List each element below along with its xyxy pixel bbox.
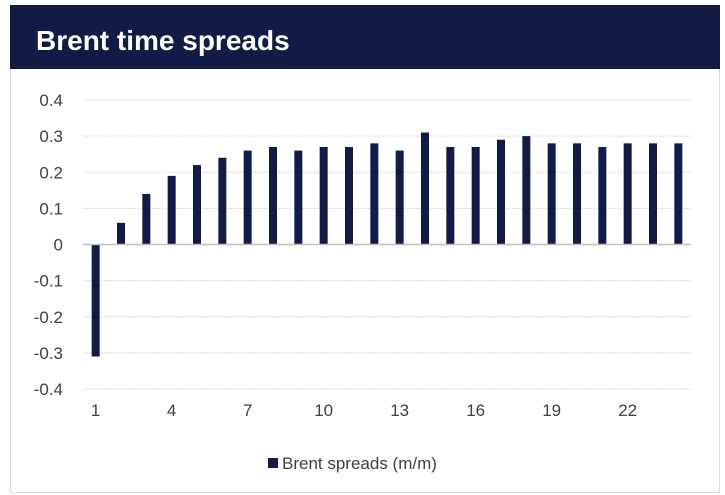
- y-tick-label: 0.3: [39, 127, 63, 146]
- y-tick-label: -0.1: [34, 272, 63, 291]
- bar: [269, 146, 277, 245]
- bar: [497, 139, 505, 245]
- bar: [91, 244, 100, 357]
- chart-title: Brent time spreads: [36, 25, 290, 56]
- y-tick-label: 0.4: [39, 91, 63, 110]
- bar: [649, 143, 657, 245]
- legend-swatch: [268, 458, 278, 468]
- y-tick-label: -0.4: [34, 380, 63, 399]
- y-tick-label: 0.1: [39, 199, 63, 218]
- bar: [319, 146, 328, 245]
- bar: [395, 150, 404, 245]
- y-tick-label: 0.2: [39, 163, 63, 182]
- x-tick-label: 10: [314, 401, 333, 420]
- chart-header: Brent time spreads: [10, 5, 720, 69]
- legend: Brent spreads (m/m): [268, 454, 437, 473]
- bar: [370, 143, 379, 245]
- gridlines: [83, 99, 691, 390]
- bar: [598, 146, 607, 245]
- bar: [117, 222, 125, 245]
- bar: [142, 193, 151, 245]
- x-tick-label: 22: [618, 401, 637, 420]
- bar: [243, 150, 252, 245]
- bar: [522, 136, 531, 245]
- y-tick-label: -0.3: [34, 344, 63, 363]
- bar: [218, 157, 227, 245]
- bar: [446, 146, 455, 245]
- bar: [471, 146, 480, 245]
- legend-label: Brent spreads (m/m): [282, 454, 437, 473]
- bar: [421, 132, 429, 245]
- x-axis-ticks: 1 4 7 10 13 16 19 22: [91, 401, 637, 420]
- chart-frame: -0.4 -0.3 -0.2 -0.1 0 0.1 0.2 0.3 0.4 1 4 7 10 13 16 1…: [10, 69, 720, 493]
- x-tick-label: 19: [542, 401, 561, 420]
- bar: [674, 143, 683, 245]
- y-tick-label: 0: [54, 236, 63, 255]
- y-axis-ticks: -0.4 -0.3 -0.2 -0.1 0 0.1 0.2 0.3 0.4: [34, 91, 63, 399]
- x-tick-label: 4: [167, 401, 176, 420]
- bar: [294, 150, 303, 245]
- y-tick-label: -0.2: [34, 308, 63, 327]
- x-tick-label: 13: [390, 401, 409, 420]
- x-tick-label: 7: [243, 401, 252, 420]
- bar: [167, 175, 176, 245]
- x-tick-label: 1: [91, 401, 100, 420]
- bar: [193, 165, 201, 245]
- bar: [623, 143, 632, 245]
- bar: [345, 146, 353, 245]
- bar: [547, 143, 556, 245]
- bars: [91, 132, 683, 357]
- bar-chart: -0.4-0.3-0.2-0.100.10.20.30.4 1 4 7 10 13 16 1…: [34, 91, 691, 473]
- x-tick-label: 16: [466, 401, 485, 420]
- bar: [573, 143, 581, 245]
